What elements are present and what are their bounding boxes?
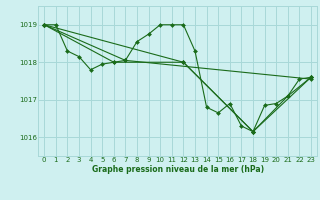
X-axis label: Graphe pression niveau de la mer (hPa): Graphe pression niveau de la mer (hPa) xyxy=(92,165,264,174)
